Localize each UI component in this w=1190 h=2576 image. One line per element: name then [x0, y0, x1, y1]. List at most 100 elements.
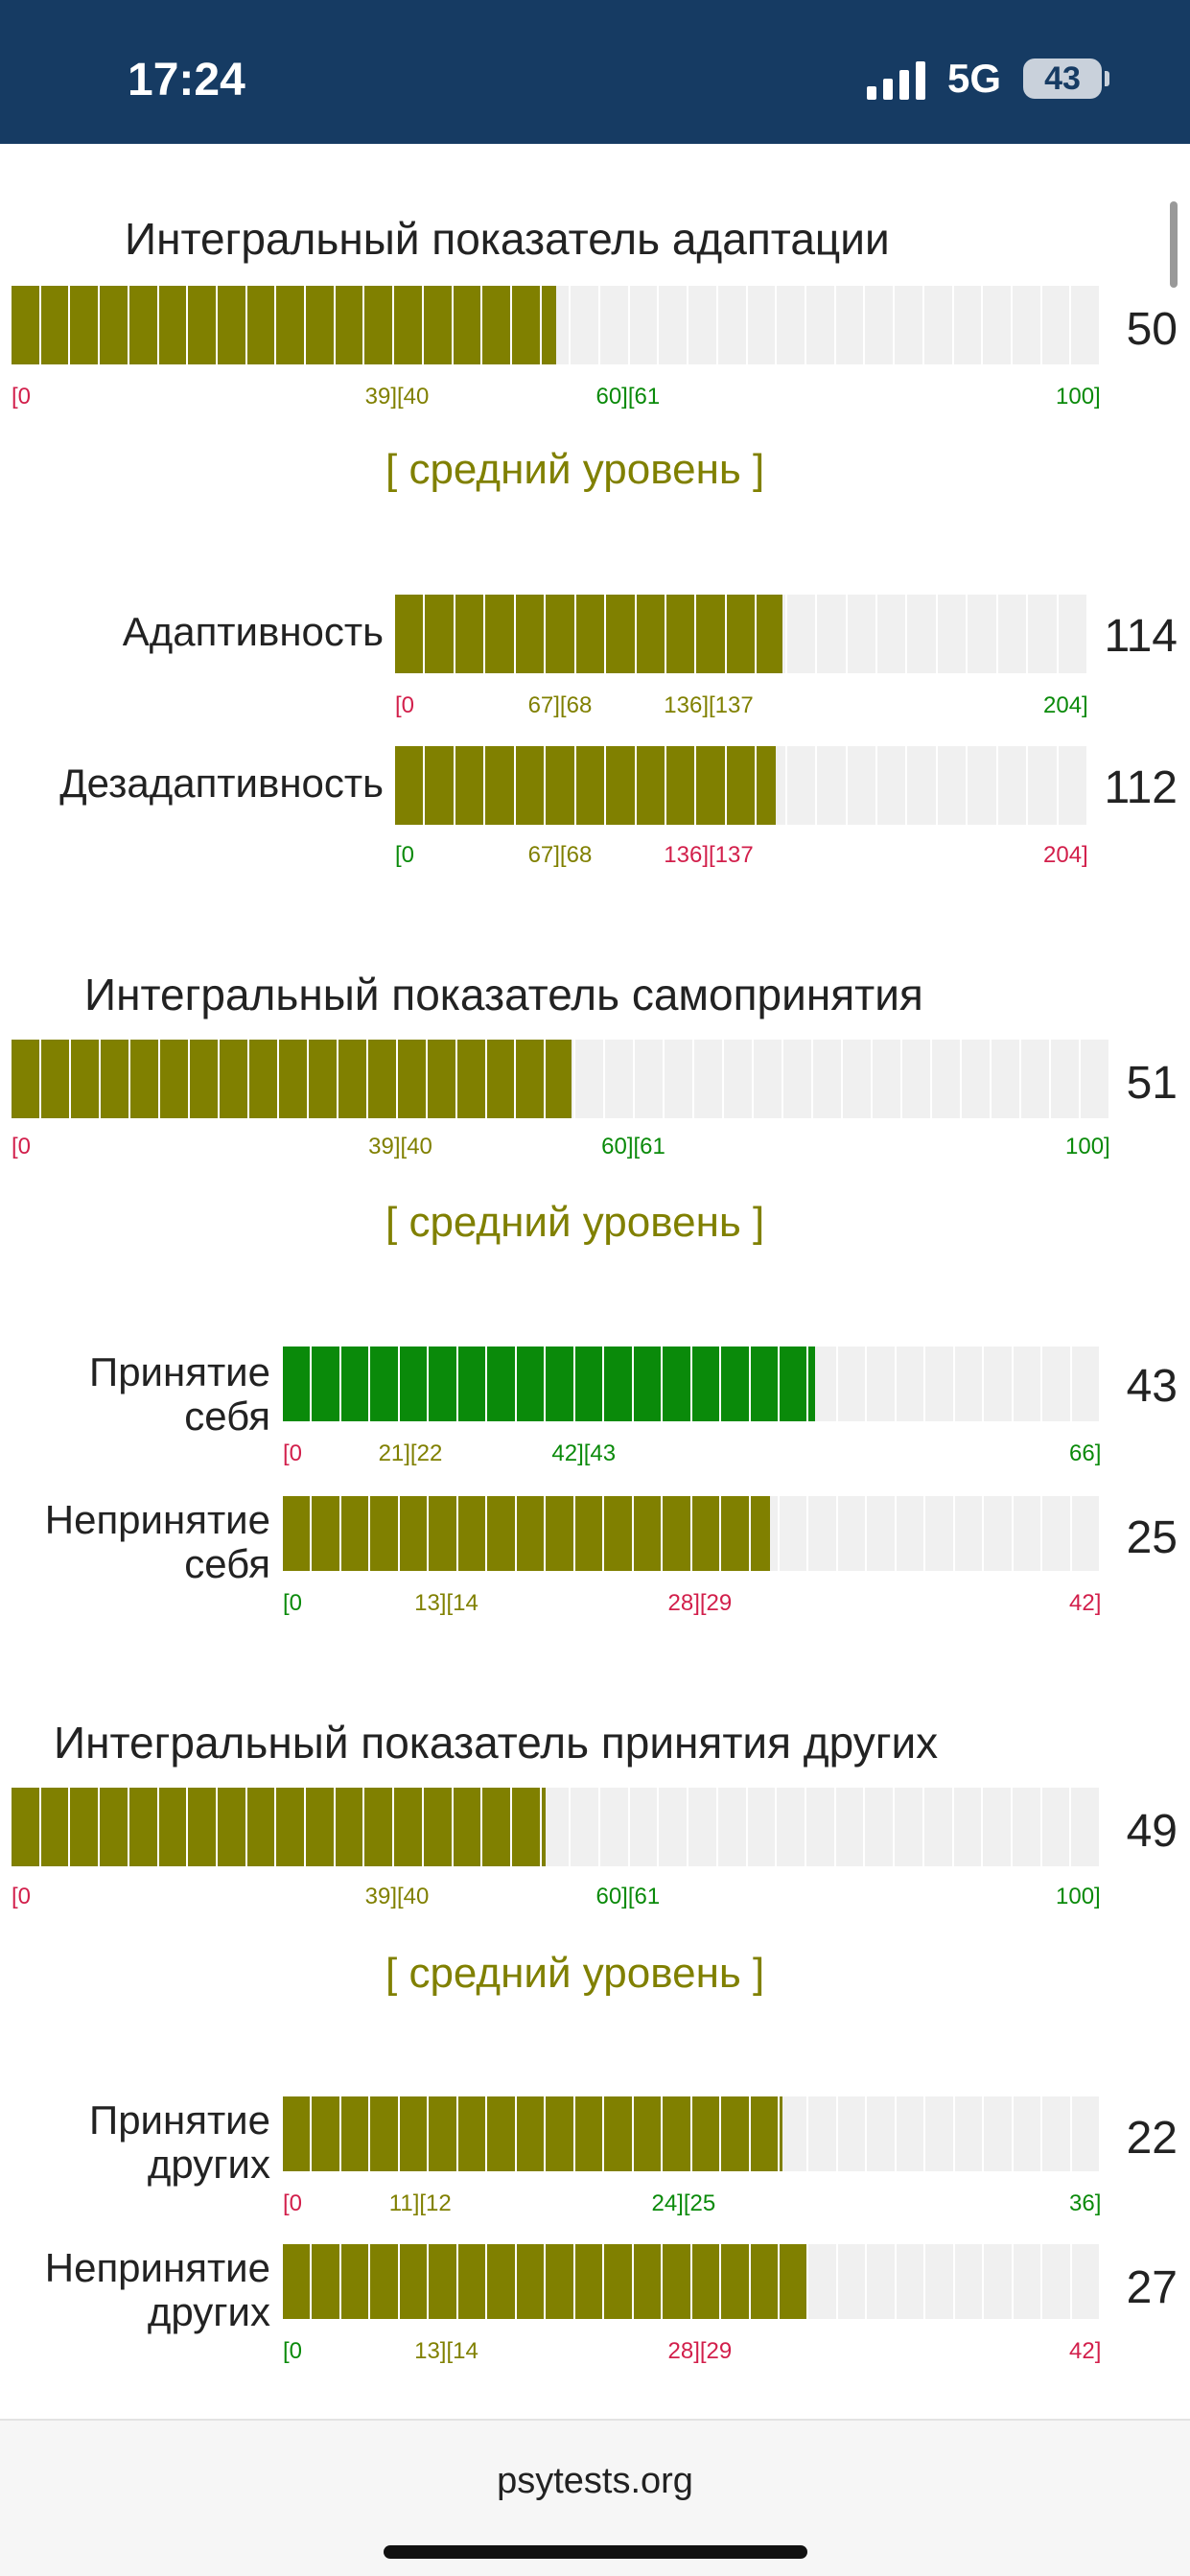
scale-tick-label: 136][137 — [664, 842, 754, 868]
scale-tick-label: 204] — [1043, 842, 1088, 868]
scale-tick-label: 39][40 — [364, 1884, 430, 1909]
scale-tick-label: 28][29 — [667, 1590, 733, 1616]
bar-neprinyatie-drugih — [283, 2244, 1102, 2319]
bar-prinyatie-sebya — [283, 1347, 1102, 1421]
site-address[interactable]: psytests.org — [497, 2461, 693, 2501]
scale-tick-label: [0 — [12, 1884, 32, 1909]
home-indicator[interactable] — [384, 2545, 807, 2559]
bar-fill — [283, 2244, 809, 2319]
level-self-acceptance: [ средний уровень ] — [385, 1199, 765, 1246]
score-neprinyatie-sebya: 25 — [1126, 1512, 1178, 1563]
scale-tick-label: 42] — [1069, 2338, 1102, 2364]
row-label-prinyatie-drugih: Принятие других — [89, 2097, 270, 2187]
scale-tick-label: 136][137 — [664, 692, 754, 718]
bar-cells — [12, 1788, 1102, 1866]
bar-fill — [283, 1347, 816, 1421]
scale-self-acceptance: [0 39][40 60][61 100] — [12, 1134, 1110, 1162]
bar-fill — [12, 1040, 572, 1118]
bar-fill — [283, 1496, 770, 1571]
battery-tip — [1105, 71, 1109, 86]
scale-tick-label: 67][68 — [527, 842, 593, 868]
scale-tick-label: 28][29 — [667, 2338, 733, 2364]
score-dezadaptivnost: 112 — [1104, 762, 1178, 813]
scale-tick-label: 60][61 — [595, 384, 661, 410]
bar-others-acceptance — [12, 1788, 1102, 1866]
status-time: 17:24 — [128, 55, 245, 105]
score-prinyatie-drugih: 22 — [1126, 2113, 1178, 2164]
scale-tick-label: 66] — [1069, 1440, 1102, 1466]
cellular-signal-icon — [867, 61, 925, 100]
score-neprinyatie-drugih: 27 — [1126, 2262, 1178, 2313]
scale-prinyatie-drugih: [0 11][12 24][25 36] — [283, 2190, 1101, 2219]
network-type: 5G — [947, 56, 1002, 101]
scale-prinyatie-sebya: [0 21][22 42][43 66] — [283, 1440, 1101, 1469]
bar-cells — [12, 1040, 1110, 1118]
scale-tick-label: 42][43 — [551, 1440, 617, 1466]
browser-footer: psytests.org — [0, 2421, 1190, 2576]
score-others-acceptance: 49 — [1126, 1806, 1178, 1857]
scale-tick-label: 39][40 — [364, 384, 430, 410]
bar-fill — [283, 2096, 783, 2171]
bar-fill — [12, 286, 556, 364]
section-title-adaptation: Интегральный показатель адаптации — [125, 214, 890, 264]
scale-tick-label: [0 — [283, 1590, 303, 1616]
footer-divider — [0, 2419, 1190, 2421]
scale-tick-label: 39][40 — [368, 1134, 432, 1159]
battery-icon: 43 — [1023, 59, 1102, 99]
scale-neprinyatie-sebya: [0 13][14 28][29 42] — [283, 1590, 1101, 1619]
bar-cells — [395, 746, 1089, 825]
scale-tick-label: 100] — [1056, 1884, 1101, 1909]
row-label-neprinyatie-drugih: Непринятие других — [44, 2245, 270, 2334]
scale-tick-label: 204] — [1043, 692, 1088, 718]
scale-tick-label: 13][14 — [414, 2338, 478, 2364]
row-label-dezadaptivnost: Дезадаптивность — [59, 761, 384, 806]
bar-adaptation — [12, 286, 1102, 364]
scale-tick-label: [0 — [283, 2338, 303, 2364]
bar-cells — [283, 2244, 1102, 2319]
bar-cells — [395, 595, 1089, 673]
scale-tick-label: 21][22 — [378, 1440, 443, 1466]
scale-neprinyatie-drugih: [0 13][14 28][29 42] — [283, 2338, 1101, 2367]
scale-tick-label: [0 — [283, 1440, 303, 1466]
score-prinyatie-sebya: 43 — [1126, 1361, 1178, 1412]
scale-dezadaptivnost: [0 67][68 136][137 204] — [395, 842, 1088, 871]
bar-fill — [395, 595, 783, 673]
scale-tick-label: [0 — [395, 842, 415, 868]
scale-tick-label: 42] — [1069, 1590, 1102, 1616]
bar-self-acceptance — [12, 1040, 1110, 1118]
bar-fill — [12, 1788, 546, 1866]
bar-cells — [283, 1347, 1102, 1421]
section-title-others-acceptance: Интегральный показатель принятия других — [54, 1718, 939, 1768]
row-label-prinyatie-sebya: Принятие себя — [89, 1349, 270, 1439]
scrollbar[interactable] — [1170, 201, 1178, 288]
scale-tick-label: [0 — [283, 2190, 303, 2216]
scale-tick-label: 60][61 — [601, 1134, 665, 1159]
bar-fill — [395, 746, 776, 825]
scale-others-acceptance: [0 39][40 60][61 100] — [12, 1884, 1101, 1912]
scale-tick-label: [0 — [12, 1134, 32, 1159]
score-adaptivnost: 114 — [1104, 611, 1178, 662]
level-adaptation: [ средний уровень ] — [385, 446, 765, 493]
bar-cells — [283, 2096, 1102, 2171]
bar-cells — [12, 286, 1102, 364]
bar-cells — [283, 1496, 1102, 1571]
score-self-acceptance: 51 — [1126, 1058, 1178, 1109]
section-title-self-acceptance: Интегральный показатель самопринятия — [84, 970, 923, 1019]
bar-prinyatie-drugih — [283, 2096, 1102, 2171]
scale-tick-label: 13][14 — [414, 1590, 478, 1616]
scale-tick-label: 67][68 — [527, 692, 593, 718]
bar-neprinyatie-sebya — [283, 1496, 1102, 1571]
scale-adaptivnost: [0 67][68 136][137 204] — [395, 692, 1088, 721]
row-label-neprinyatie-sebya: Непринятие себя — [44, 1497, 270, 1586]
level-others-acceptance: [ средний уровень ] — [385, 1950, 765, 1997]
scale-tick-label: 11][12 — [388, 2190, 452, 2216]
scale-tick-label: 100] — [1056, 384, 1101, 410]
scale-tick-label: 100] — [1065, 1134, 1110, 1159]
status-bar: 17:24 5G 43 — [0, 0, 1190, 144]
score-adaptation: 50 — [1126, 304, 1178, 355]
scale-tick-label: [0 — [395, 692, 415, 718]
scale-tick-label: 36] — [1069, 2190, 1102, 2216]
scale-tick-label: 24][25 — [651, 2190, 716, 2216]
scale-adaptation: [0 39][40 60][61 100] — [12, 384, 1101, 412]
row-label-adaptivnost: Адаптивность — [122, 609, 384, 654]
